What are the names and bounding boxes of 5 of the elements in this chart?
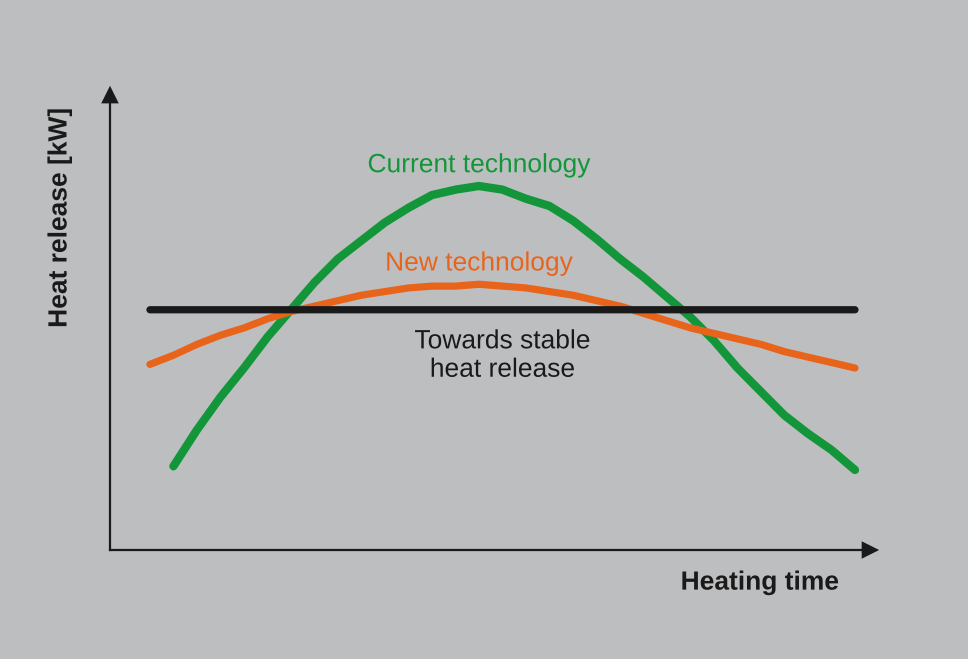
y-axis-title: Heat release [kW] [47, 109, 72, 326]
series-label: Current technology [368, 153, 590, 178]
series-label: Towards stable heat release [415, 329, 590, 378]
x-axis-title: Heating time [682, 570, 838, 596]
series-label: New technology [387, 251, 573, 276]
